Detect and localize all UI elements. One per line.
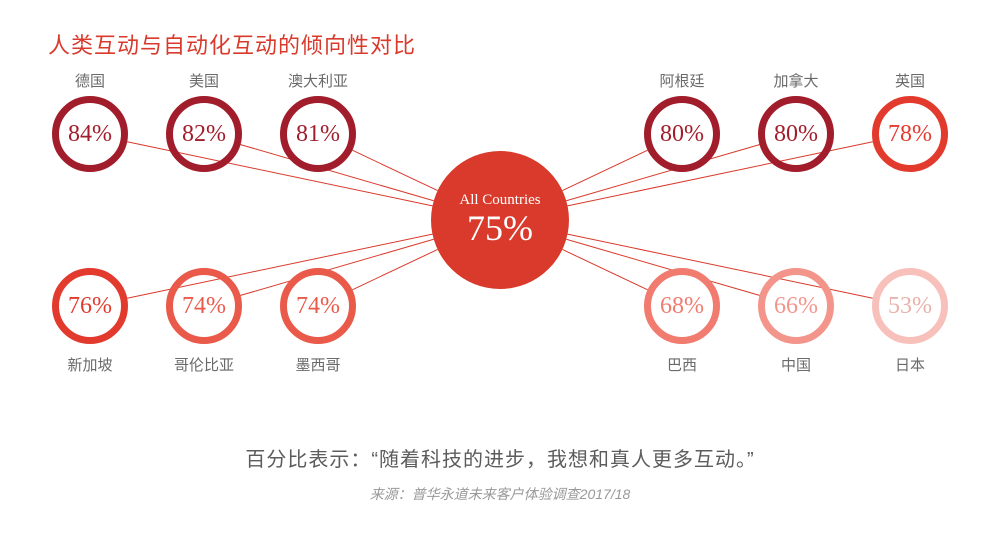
country-value: 81% <box>296 121 340 148</box>
country-label: 阿根廷 <box>659 70 704 91</box>
country-node: 80% <box>644 96 720 172</box>
country-label: 英国 <box>895 70 925 91</box>
country-node: 76% <box>52 268 128 344</box>
country-value: 84% <box>68 121 112 148</box>
country-node: 74% <box>280 268 356 344</box>
country-label: 澳大利亚 <box>288 70 348 91</box>
country-label: 美国 <box>189 70 219 91</box>
country-value: 68% <box>660 293 704 320</box>
country-value: 74% <box>296 293 340 320</box>
country-node: 78% <box>872 96 948 172</box>
country-node: 53% <box>872 268 948 344</box>
country-value: 66% <box>774 293 818 320</box>
caption-text: 百分比表示：“随着科技的进步，我想和真人更多互动。” <box>0 443 1000 472</box>
country-label: 墨西哥 <box>295 354 340 375</box>
country-label: 新加坡 <box>67 354 112 375</box>
country-node: 80% <box>758 96 834 172</box>
country-value: 53% <box>888 293 932 320</box>
source-text: 来源：普华永道未来客户体验调查2017/18 <box>0 484 1000 504</box>
country-node: 82% <box>166 96 242 172</box>
country-node: 66% <box>758 268 834 344</box>
country-node: 68% <box>644 268 720 344</box>
country-label: 巴西 <box>667 354 697 375</box>
country-value: 78% <box>888 121 932 148</box>
center-value: 75% <box>467 207 533 249</box>
country-value: 74% <box>182 293 226 320</box>
country-label: 日本 <box>895 354 925 375</box>
country-node: 74% <box>166 268 242 344</box>
country-value: 76% <box>68 293 112 320</box>
country-label: 德国 <box>75 70 105 91</box>
country-node: 84% <box>52 96 128 172</box>
country-node: 81% <box>280 96 356 172</box>
country-value: 80% <box>774 121 818 148</box>
country-value: 80% <box>660 121 704 148</box>
country-label: 中国 <box>781 354 811 375</box>
country-label: 加拿大 <box>773 70 818 91</box>
center-node: All Countries75% <box>431 151 569 289</box>
country-value: 82% <box>182 121 226 148</box>
country-label: 哥伦比亚 <box>174 354 234 375</box>
